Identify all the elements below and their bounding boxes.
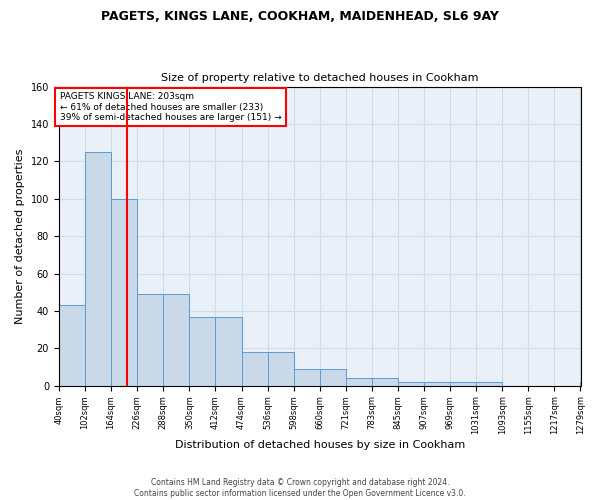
Bar (450, 382, 476, 386)
Bar (59, 306, 85, 386)
Bar (137, 294, 163, 386)
Bar (371, 378, 398, 386)
Bar (424, 382, 450, 386)
Bar (346, 378, 371, 386)
Title: Size of property relative to detached houses in Cookham: Size of property relative to detached ho… (161, 73, 478, 83)
Bar (398, 382, 424, 386)
Text: PAGETS KINGS LANE: 203sqm
← 61% of detached houses are smaller (233)
39% of semi: PAGETS KINGS LANE: 203sqm ← 61% of detac… (59, 92, 281, 122)
Bar (476, 382, 502, 386)
Text: Contains HM Land Registry data © Crown copyright and database right 2024.
Contai: Contains HM Land Registry data © Crown c… (134, 478, 466, 498)
Bar (215, 316, 242, 386)
X-axis label: Distribution of detached houses by size in Cookham: Distribution of detached houses by size … (175, 440, 465, 450)
Bar (242, 352, 268, 386)
Bar (268, 352, 294, 386)
Bar (111, 198, 137, 386)
Text: PAGETS, KINGS LANE, COOKHAM, MAIDENHEAD, SL6 9AY: PAGETS, KINGS LANE, COOKHAM, MAIDENHEAD,… (101, 10, 499, 23)
Bar (580, 382, 600, 386)
Bar (294, 369, 320, 386)
Bar (320, 369, 346, 386)
Bar (163, 294, 190, 386)
Bar (190, 316, 215, 386)
Y-axis label: Number of detached properties: Number of detached properties (15, 148, 25, 324)
Bar (85, 152, 111, 386)
